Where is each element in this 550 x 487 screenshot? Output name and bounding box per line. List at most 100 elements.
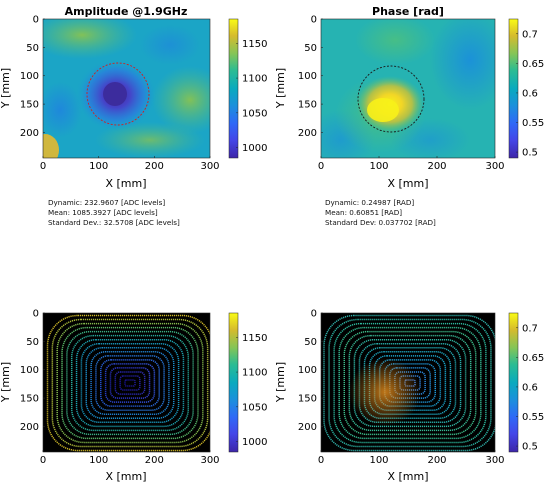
y-tick-label: 50 [26,43,39,54]
amplitude-statistics: Dynamic: 232.9607 [ADC levels] Mean: 108… [48,198,180,228]
y-tick-label: 200 [20,128,39,139]
phase-scan-panel: 0 100 200 300 0 50 100 150 200 X [mm] Y [mm] 0.5… [274,309,544,484]
mean-text: Mean: 0.60851 [RAD] [325,208,403,217]
colorbar-tick-label: 0.6 [522,382,538,393]
colorbar-tick-label: 1000 [242,437,267,448]
colorbar-tick-label: 0.7 [522,323,538,334]
scan-loop [80,342,180,424]
scan-loop [348,334,472,432]
y-axis-label: Y [mm] [0,362,12,403]
y-tick-label: 200 [20,422,39,433]
x-axis-label: X [mm] [387,177,428,190]
colorbar-tick-label: 0.5 [522,442,538,453]
colorbar-tick-label: 1150 [242,39,267,50]
y-tick-label: 0 [33,309,39,320]
x-tick-label: 0 [318,455,324,466]
colorbar-tick-label: 1150 [242,333,267,344]
y-tick-label: 50 [304,337,317,348]
std-text: Standard Dev.: 32.5708 [ADC levels] [48,218,180,227]
scan-loop [46,314,210,452]
colorbar-tick-label: 1050 [242,402,267,413]
scan-loop [61,326,199,440]
heatmap-image [321,19,495,158]
dynamic-text: Dynamic: 0.24987 [RAD] [325,198,415,207]
scan-loop [338,326,482,440]
colorbar [228,18,239,159]
colorbar-tick-label: 0.65 [522,59,544,70]
y-axis-label: Y [mm] [274,362,287,403]
scan-path-image [321,313,495,452]
y-tick-label: 100 [20,365,39,376]
x-tick-label: 300 [485,161,504,172]
x-tick-label: 100 [369,161,388,172]
x-tick-label: 100 [89,161,108,172]
colorbar [508,18,519,159]
y-tick-label: 0 [311,15,317,26]
colorbar-tick-label: 0.55 [522,118,544,129]
x-tick-label: 0 [40,161,46,172]
mean-text: Mean: 1085.3927 [ADC levels] [48,208,158,217]
scan-loop [333,322,487,444]
y-tick-label: 50 [26,337,39,348]
x-tick-label: 200 [427,455,446,466]
colorbar-tick-label: 0.65 [522,353,544,364]
x-tick-label: 200 [427,161,446,172]
y-tick-label: 100 [298,71,317,82]
amplitude-scan-panel: 0 100 200 300 0 50 100 150 200 X [mm] Y [mm] 100… [0,309,267,484]
x-tick-label: 200 [145,455,164,466]
anomaly-circle [357,65,425,133]
scan-loop [343,330,477,436]
x-axis-label: X [mm] [105,470,146,483]
y-tick-label: 150 [20,394,39,405]
scan-loop [70,334,190,432]
x-axis-label: X [mm] [387,470,428,483]
y-axis-label: Y [mm] [274,68,287,109]
x-tick-label: 300 [200,161,219,172]
phase-heatmap-panel: Phase [rad] 0 100 200 300 0 50 100 150 200 X [mm… [274,5,544,190]
x-tick-label: 200 [145,161,164,172]
scan-loop [75,338,185,428]
scan-loop [323,314,495,452]
scan-loop [51,318,209,448]
colorbar-tick-label: 1100 [242,368,267,379]
x-tick-label: 100 [369,455,388,466]
colorbar-tick-label: 1100 [242,74,267,85]
y-tick-label: 150 [20,100,39,111]
scan-loop [353,338,467,428]
y-tick-label: 200 [298,128,317,139]
colorbar-tick-label: 0.5 [522,148,538,159]
std-text: Standard Dev: 0.037702 [RAD] [325,218,436,227]
colorbar-tick-label: 1050 [242,108,267,119]
colorbar-tick-label: 0.7 [522,29,538,40]
colorbar [508,312,519,453]
dynamic-text: Dynamic: 232.9607 [ADC levels] [48,198,166,207]
x-axis-label: X [mm] [105,177,146,190]
y-tick-label: 50 [304,43,317,54]
scan-loop [66,330,194,436]
y-tick-label: 200 [298,422,317,433]
phase-statistics: Dynamic: 0.24987 [RAD] Mean: 0.60851 [RA… [325,198,436,228]
colorbar-tick-label: 0.55 [522,412,544,423]
heatmap-image [43,19,210,158]
colorbar-tick-label: 0.6 [522,88,538,99]
panel-title: Phase [rad] [372,5,444,18]
y-tick-label: 150 [298,100,317,111]
amplitude-heatmap-panel: Amplitude @1.9GHz 0 100 200 300 0 50 100 150 200… [0,5,267,190]
y-tick-label: 0 [311,309,317,320]
scan-loop [328,318,492,448]
colorbar [228,312,239,453]
y-tick-label: 0 [33,15,39,26]
x-tick-label: 300 [485,455,504,466]
scan-loop [56,322,204,444]
x-tick-label: 0 [40,455,46,466]
panel-title: Amplitude @1.9GHz [65,5,188,18]
y-axis-label: Y [mm] [0,68,12,109]
scan-path-image [43,313,210,452]
x-tick-label: 300 [200,455,219,466]
anomaly-circle [86,62,150,126]
x-tick-label: 0 [318,161,324,172]
y-tick-label: 100 [298,365,317,376]
y-tick-label: 150 [298,394,317,405]
y-tick-label: 100 [20,71,39,82]
